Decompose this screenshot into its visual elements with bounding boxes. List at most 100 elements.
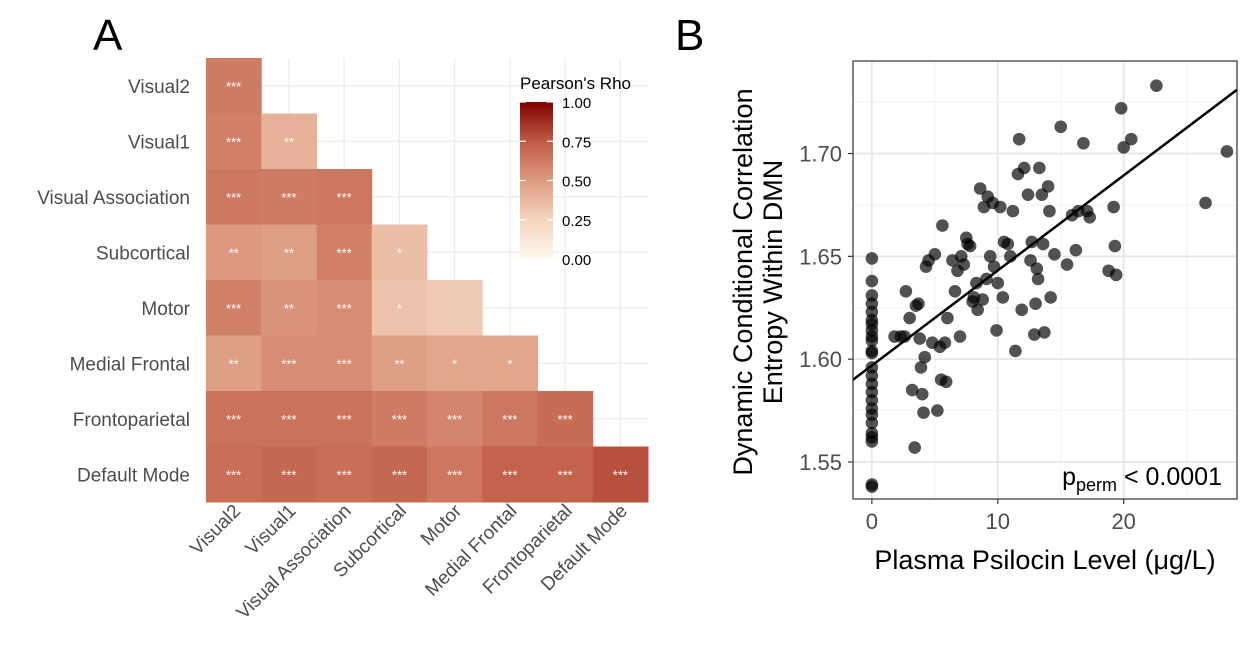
heatmap-cell xyxy=(371,446,428,503)
data-point xyxy=(903,311,916,325)
heatmap-cell xyxy=(316,224,373,281)
data-point xyxy=(931,404,944,417)
heatmap-significance-labels: ****** ***** *** ***** ** *** **** ** *** *** *** *… xyxy=(226,79,628,483)
significance-label: *** xyxy=(281,412,296,427)
y-tick-label: 1.55 xyxy=(799,450,842,475)
x-axis-ticks: 0 10 20 xyxy=(866,499,1136,534)
data-point xyxy=(1114,101,1128,115)
data-point xyxy=(899,285,913,298)
y-tick-label: 1.65 xyxy=(799,244,842,269)
significance-label: *** xyxy=(281,467,296,482)
p-subscript: perm xyxy=(1076,475,1117,495)
significance-label: *** xyxy=(226,190,241,205)
regression-line xyxy=(852,88,1238,381)
heatmap-cell xyxy=(482,391,538,447)
data-point xyxy=(865,252,879,265)
data-point xyxy=(1124,132,1138,146)
significance-label: *** xyxy=(337,301,352,316)
colorbar-legend: Pearson's Rho 1.00 0.75 0.50 0.25 0.00 xyxy=(520,74,631,269)
scatter-points xyxy=(865,79,1234,493)
data-point xyxy=(990,324,1003,337)
heatmap-cell xyxy=(537,391,594,447)
data-point xyxy=(1027,328,1041,341)
x-tick-label: 10 xyxy=(986,509,1010,534)
row-label: Visual Association xyxy=(37,188,190,209)
colorbar-tick-label: 1.00 xyxy=(562,95,591,112)
p-value-text: < 0.0001 xyxy=(1117,463,1222,491)
heatmap-cell xyxy=(261,113,317,170)
colorbar-ticks: 1.00 0.75 0.50 0.25 0.00 xyxy=(520,95,591,269)
data-point xyxy=(1031,272,1045,286)
significance-label: *** xyxy=(502,467,517,482)
column-label: Visual2 xyxy=(186,501,245,560)
heatmap-cell xyxy=(371,391,428,447)
significance-label: *** xyxy=(337,467,352,482)
x-tick-label: 20 xyxy=(1111,509,1135,534)
significance-label: *** xyxy=(502,412,517,427)
data-point xyxy=(865,478,879,491)
data-point xyxy=(1017,161,1031,175)
heatmap-cell xyxy=(206,224,262,281)
data-point xyxy=(991,276,1005,290)
panel-b-scatter: B 0 10 20 1.55 1.60 1.65 1.70 Plasma Psilocin… xyxy=(675,11,1238,575)
data-point xyxy=(938,336,952,350)
panel-a-letter: A xyxy=(93,11,123,60)
plot-background xyxy=(853,61,1237,499)
significance-label: *** xyxy=(337,190,352,205)
significance-label: *** xyxy=(447,467,462,482)
data-point xyxy=(1199,196,1212,210)
panel-b-letter: B xyxy=(675,11,704,60)
data-point xyxy=(1006,204,1020,218)
heatmap-cell xyxy=(427,391,483,447)
y-tick-label: 1.70 xyxy=(799,142,842,167)
data-point xyxy=(1012,132,1026,146)
y-axis-label: Dynamic Conditional Correlation Entropy … xyxy=(728,88,788,475)
data-point xyxy=(1009,344,1022,358)
heatmap-cell xyxy=(316,280,373,336)
data-point xyxy=(970,276,983,290)
row-label: Subcortical xyxy=(96,243,190,264)
heatmap-cell xyxy=(482,446,538,503)
data-point xyxy=(1054,120,1068,134)
data-point xyxy=(865,274,879,288)
heatmap-cell xyxy=(427,335,483,392)
data-point xyxy=(1077,136,1090,150)
data-point xyxy=(976,293,989,306)
heatmap-row-labels: Visual2 Visual1 Visual Association Subcorti… xyxy=(37,77,190,487)
row-label: Visual1 xyxy=(128,132,190,153)
significance-label: *** xyxy=(281,356,296,371)
plot-border xyxy=(852,60,1238,500)
data-point xyxy=(1036,237,1050,251)
data-point xyxy=(908,441,921,454)
significance-label: *** xyxy=(558,467,573,482)
data-point xyxy=(971,303,984,317)
heatmap-cell xyxy=(316,446,373,503)
data-point xyxy=(983,250,997,263)
data-point xyxy=(1107,200,1120,214)
significance-label: *** xyxy=(226,467,241,482)
data-point xyxy=(928,247,942,261)
data-point xyxy=(1001,237,1015,251)
significance-label: * xyxy=(397,245,402,260)
p-symbol: p xyxy=(1062,463,1076,491)
data-point xyxy=(953,330,967,343)
data-point xyxy=(913,332,927,345)
row-label: Default Mode xyxy=(77,465,190,486)
data-point xyxy=(963,239,977,253)
data-point xyxy=(1117,141,1130,154)
row-label: Frontoparietal xyxy=(73,410,190,431)
data-point xyxy=(1030,262,1044,275)
x-tick-label: 0 xyxy=(866,509,878,534)
heatmap-cell xyxy=(592,446,649,503)
significance-label: ** xyxy=(394,356,404,371)
significance-label: * xyxy=(452,356,457,371)
data-point xyxy=(914,361,928,374)
data-point xyxy=(973,182,987,195)
data-point xyxy=(917,406,930,419)
data-point xyxy=(1025,235,1039,249)
data-point xyxy=(918,350,932,364)
significance-label: *** xyxy=(226,412,241,427)
heatmap-cell xyxy=(206,113,262,170)
data-point xyxy=(936,219,949,232)
